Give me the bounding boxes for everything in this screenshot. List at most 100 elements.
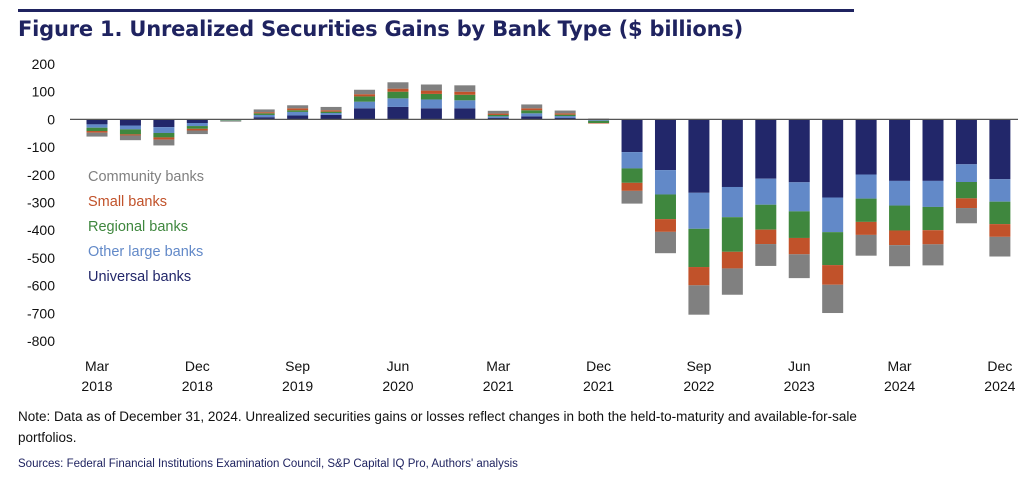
bar-other-large-banks bbox=[688, 192, 710, 229]
x-tick-month: Dec bbox=[987, 358, 1012, 374]
bar-regional-banks bbox=[86, 127, 108, 132]
bar-community-banks bbox=[420, 84, 442, 91]
bar-universal-banks bbox=[654, 119, 676, 171]
bar-other-large-banks bbox=[922, 180, 944, 207]
x-tick-year: 2024 bbox=[984, 378, 1015, 394]
bar-community-banks bbox=[989, 236, 1011, 257]
bar-universal-banks bbox=[989, 119, 1011, 180]
bar-regional-banks bbox=[989, 201, 1011, 225]
x-tick-year: 2018 bbox=[182, 378, 213, 394]
bar-other-large-banks bbox=[320, 113, 342, 115]
bar-small-banks bbox=[755, 229, 777, 245]
bar-community-banks bbox=[955, 208, 977, 224]
chart: 200 100 0 -100 -200 -300 -400 -500 -600 -700 -800 M… bbox=[27, 56, 1018, 394]
bar-other-large-banks bbox=[153, 127, 175, 133]
bar-regional-banks bbox=[153, 132, 175, 138]
y-tick-label: -100 bbox=[27, 139, 55, 155]
legend-item: Regional banks bbox=[88, 219, 188, 235]
y-tick-label: 100 bbox=[32, 84, 56, 100]
bar-universal-banks bbox=[922, 119, 944, 181]
y-tick-label: -500 bbox=[27, 250, 55, 266]
bar-regional-banks bbox=[420, 93, 442, 100]
bar-small-banks bbox=[955, 198, 977, 209]
bar-regional-banks bbox=[922, 206, 944, 231]
bar-universal-banks bbox=[253, 117, 275, 120]
bar-small-banks bbox=[621, 182, 643, 191]
bar-universal-banks bbox=[788, 119, 810, 183]
bar-universal-banks bbox=[889, 119, 911, 181]
bar-other-large-banks bbox=[588, 119, 610, 121]
bar-other-large-banks bbox=[755, 178, 777, 205]
bar-regional-banks bbox=[588, 120, 610, 124]
y-tick-label: 200 bbox=[32, 56, 56, 72]
bar-universal-banks bbox=[186, 119, 208, 124]
bar-universal-banks bbox=[454, 108, 476, 120]
y-tick-label: -300 bbox=[27, 195, 55, 211]
x-tick-month: Sep bbox=[686, 358, 711, 374]
bar-regional-banks bbox=[955, 182, 977, 199]
bar-other-large-banks bbox=[788, 182, 810, 212]
y-tick-label: -800 bbox=[27, 333, 55, 349]
bar-universal-banks bbox=[320, 114, 342, 120]
legend-item: Small banks bbox=[88, 194, 167, 210]
bar-small-banks bbox=[119, 134, 141, 136]
bar-universal-banks bbox=[621, 119, 643, 153]
bar-regional-banks bbox=[688, 228, 710, 268]
x-tick-month: Mar bbox=[887, 358, 911, 374]
bar-universal-banks bbox=[287, 115, 309, 120]
bar-community-banks bbox=[889, 245, 911, 267]
chart-title: Figure 1. Unrealized Securities Gains by… bbox=[18, 17, 744, 41]
bar-other-large-banks bbox=[554, 116, 576, 119]
bar-other-large-banks bbox=[86, 124, 108, 128]
bar-community-banks bbox=[721, 268, 743, 295]
bar-small-banks bbox=[287, 108, 309, 111]
x-tick-month: Mar bbox=[85, 358, 109, 374]
bar-regional-banks bbox=[721, 217, 743, 252]
bar-universal-banks bbox=[86, 119, 108, 125]
bar-other-large-banks bbox=[119, 125, 141, 130]
bar-small-banks bbox=[387, 88, 409, 92]
bar-community-banks bbox=[554, 110, 576, 114]
bar-community-banks bbox=[287, 105, 309, 109]
bar-small-banks bbox=[989, 224, 1011, 237]
bar-community-banks bbox=[320, 106, 342, 111]
bar-universal-banks bbox=[387, 106, 409, 120]
chart-note: Note: Data as of December 31, 2024. Unre… bbox=[18, 409, 857, 445]
bar-other-large-banks bbox=[889, 180, 911, 206]
x-tick-year: 2019 bbox=[282, 378, 313, 394]
bar-community-banks bbox=[922, 244, 944, 266]
bar-small-banks bbox=[354, 94, 376, 97]
x-tick-month: Sep bbox=[285, 358, 310, 374]
bar-small-banks bbox=[487, 113, 509, 115]
bar-universal-banks bbox=[354, 108, 376, 120]
bar-regional-banks bbox=[654, 194, 676, 220]
bar-other-large-banks bbox=[287, 111, 309, 116]
bar-regional-banks bbox=[487, 114, 509, 117]
bar-regional-banks bbox=[755, 204, 777, 230]
x-tick-month: Mar bbox=[486, 358, 510, 374]
legend-item: Community banks bbox=[88, 169, 204, 185]
bar-community-banks bbox=[822, 284, 844, 314]
bar-community-banks bbox=[153, 139, 175, 146]
bar-regional-banks bbox=[889, 205, 911, 231]
bar-other-large-banks bbox=[822, 197, 844, 233]
bar-small-banks bbox=[253, 112, 275, 114]
x-tick-month: Jun bbox=[788, 358, 811, 374]
bar-universal-banks bbox=[487, 118, 509, 120]
bar-universal-banks bbox=[755, 119, 777, 179]
bar-other-large-banks bbox=[354, 101, 376, 109]
bar-regional-banks bbox=[320, 111, 342, 114]
bar-small-banks bbox=[822, 265, 844, 285]
bar-regional-banks bbox=[287, 110, 309, 112]
legend-item: Other large banks bbox=[88, 244, 203, 260]
bar-community-banks bbox=[487, 110, 509, 114]
x-tick-month: Jun bbox=[387, 358, 410, 374]
x-tick-year: 2018 bbox=[81, 378, 112, 394]
bar-small-banks bbox=[86, 131, 108, 133]
bar-regional-banks bbox=[521, 110, 543, 114]
legend-item: Universal banks bbox=[88, 269, 191, 285]
bar-universal-banks bbox=[955, 119, 977, 165]
bar-regional-banks bbox=[186, 126, 208, 129]
x-tick-year: 2020 bbox=[382, 378, 413, 394]
y-tick-label: -700 bbox=[27, 305, 55, 321]
